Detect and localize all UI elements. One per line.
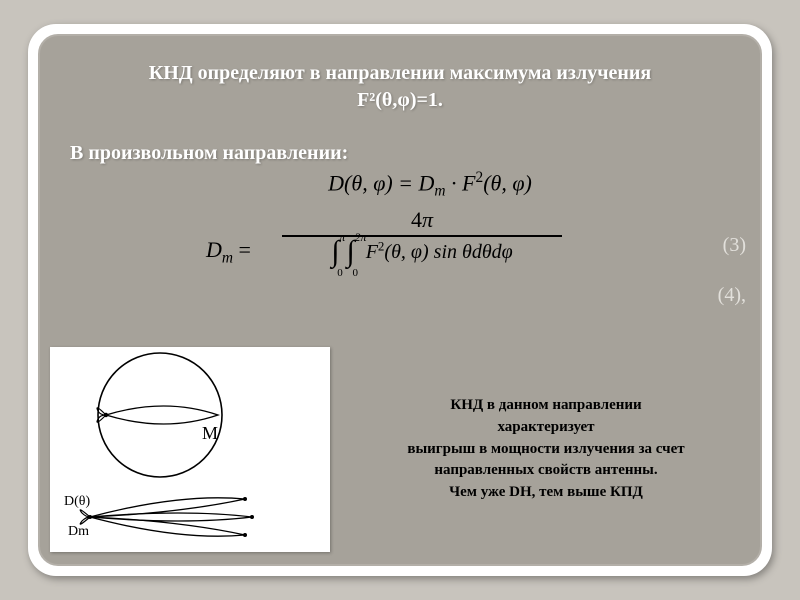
formula2-denominator: π ∫ 0 2π ∫ 0 F2(θ, φ) sin θdθdφ	[282, 237, 562, 268]
bottom-row: M D(θ) Dm	[50, 347, 750, 552]
slide-title: КНД определяют в направлении максимума и…	[66, 60, 734, 114]
desc-line4: направленных свойств антенны.	[352, 460, 740, 482]
diagram-label-Dm: Dm	[68, 524, 89, 539]
desc-line5: Чем уже DH, тем выше КПД	[352, 482, 740, 504]
equation-number-4: (4),	[718, 284, 746, 307]
title-line2: F²(θ,φ)=1.	[357, 89, 443, 111]
formula2-numerator: 4π	[282, 207, 562, 235]
integrand: F2(θ, φ) sin θdθdφ	[366, 241, 513, 263]
int1-upper: π	[339, 230, 345, 245]
slide-card: КНД определяют в направлении максимума и…	[28, 24, 772, 576]
desc-line2: характеризует	[352, 417, 740, 439]
description-text: КНД в данном направлении характеризует в…	[330, 347, 750, 552]
antenna-diagram: M D(θ) Dm	[50, 347, 330, 552]
integral-2: 2π ∫ 0	[346, 240, 354, 267]
formula-block: D(θ, φ) = Dm · F2(θ, φ) Dm = 4π π ∫ 0 2π	[66, 169, 734, 299]
slide-panel: КНД определяют в направлении максимума и…	[38, 34, 762, 566]
int2-upper: 2π	[354, 230, 366, 245]
integral-1: π ∫ 0	[331, 240, 339, 267]
diagram-svg: M D(θ) Dm	[50, 347, 330, 552]
formula-1: D(θ, φ) = Dm · F2(θ, φ)	[126, 169, 734, 201]
formula2-lhs: Dm =	[206, 237, 251, 267]
equation-number-3: (3)	[723, 234, 746, 257]
int1-lower: 0	[337, 267, 343, 279]
title-line1: КНД определяют в направлении максимума и…	[149, 62, 651, 84]
subtitle: В произвольном направлении:	[70, 142, 734, 165]
desc-line1: КНД в данном направлении	[352, 395, 740, 417]
desc-line3: выигрыш в мощности излучения за счет	[352, 439, 740, 461]
int2-lower: 0	[352, 267, 358, 279]
formula2-fraction: 4π π ∫ 0 2π ∫ 0 F2(θ, φ) sin θ	[282, 207, 562, 268]
diagram-label-M: M	[202, 423, 218, 443]
diagram-label-Dtheta: D(θ)	[64, 494, 90, 509]
formula-2: Dm = 4π π ∫ 0 2π ∫ 0	[66, 207, 734, 299]
